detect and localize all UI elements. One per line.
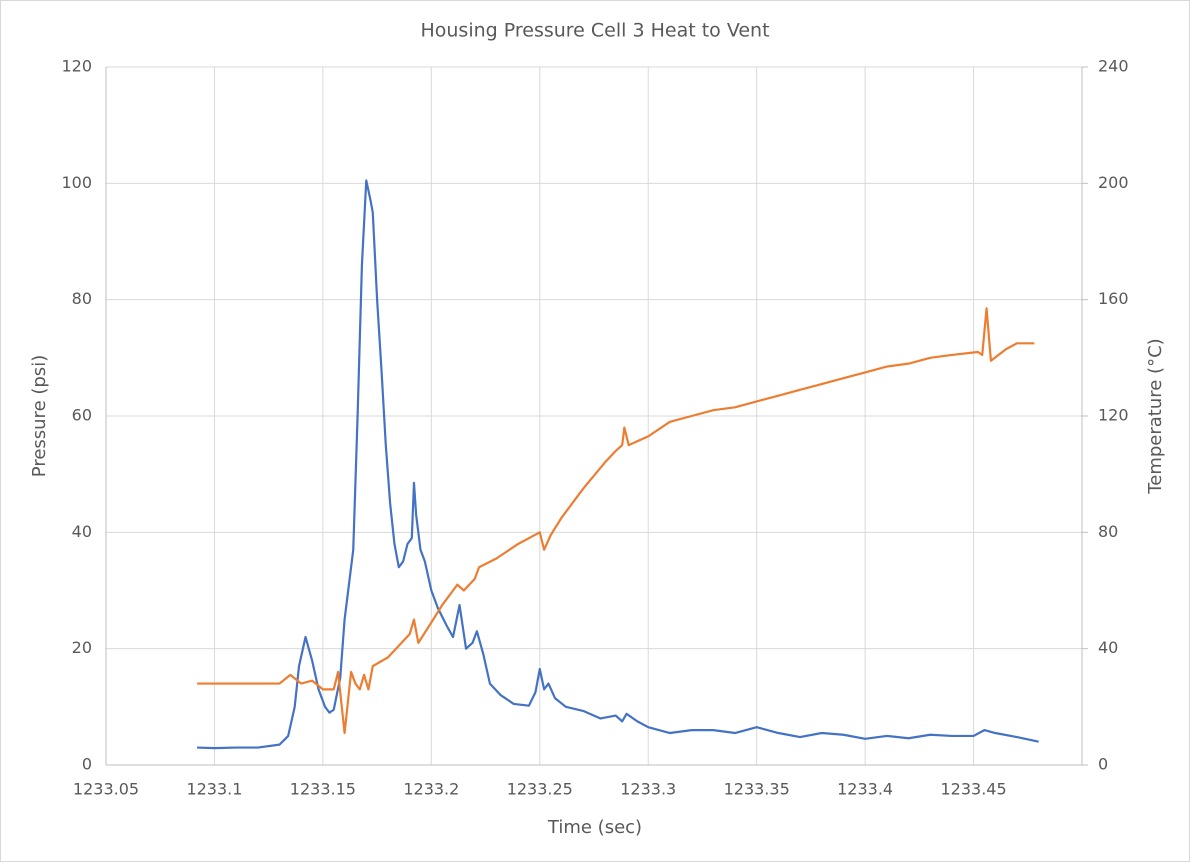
x-tick-label: 1233.25 xyxy=(507,780,573,799)
y-tick-label: 40 xyxy=(72,522,92,541)
y2-axis-label: Temperature (°C) xyxy=(1145,338,1166,494)
y2-tick-label: 0 xyxy=(1098,755,1108,774)
y2-tick-label: 40 xyxy=(1098,638,1118,657)
x-tick-label: 1233.3 xyxy=(620,780,676,799)
chart-title: Housing Pressure Cell 3 Heat to Vent xyxy=(420,20,769,42)
x-tick-label: 1233.35 xyxy=(724,780,790,799)
y-axis-label: Pressure (psi) xyxy=(29,355,50,477)
x-tick-label: 1233.45 xyxy=(940,780,1006,799)
y-tick-label: 60 xyxy=(72,406,92,425)
x-tick-label: 1233.15 xyxy=(290,780,356,799)
y2-tick-label: 200 xyxy=(1098,173,1129,192)
y2-tick-label: 120 xyxy=(1098,406,1129,425)
y2-tick-label: 160 xyxy=(1098,289,1129,308)
y-tick-label: 0 xyxy=(82,755,92,774)
y2-tick-label: 80 xyxy=(1098,522,1118,541)
series-line xyxy=(197,179,1039,750)
x-tick-label: 1233.4 xyxy=(837,780,893,799)
y2-tick-label: 240 xyxy=(1098,57,1129,76)
y-tick-label: 120 xyxy=(61,57,92,76)
y-tick-label: 20 xyxy=(72,638,92,657)
y-tick-label: 80 xyxy=(72,289,92,308)
x-tick-label: 1233.1 xyxy=(186,780,242,799)
series-line xyxy=(197,307,1035,735)
x-tick-label: 1233.2 xyxy=(403,780,459,799)
y-tick-label: 100 xyxy=(61,173,92,192)
x-axis-label: Time (sec) xyxy=(547,817,642,838)
x-tick-label: 1233.05 xyxy=(73,780,139,799)
